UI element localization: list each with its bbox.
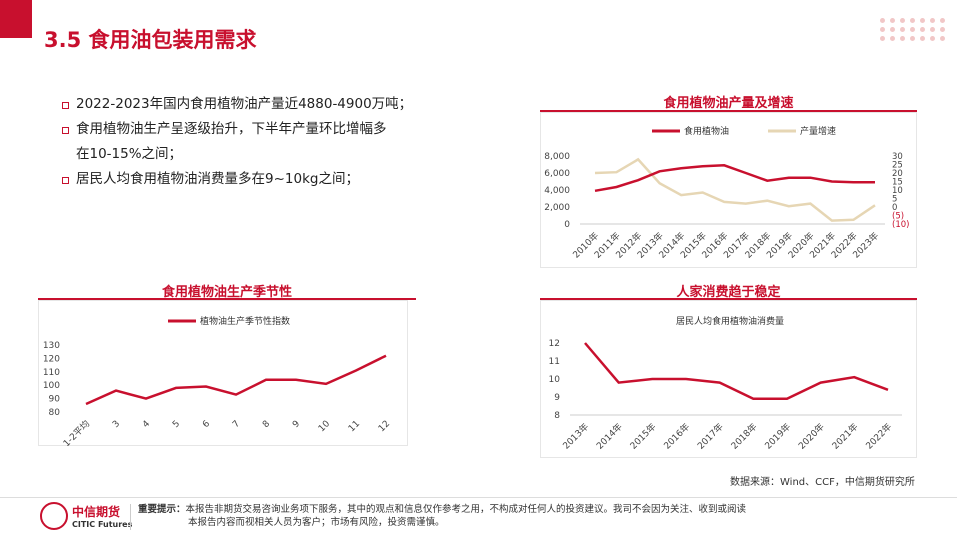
series-line-consumption [584, 342, 889, 401]
chart2-rule [38, 298, 416, 300]
footer-divider [0, 497, 957, 498]
disclaimer-line1: 本报告非期货交易咨询业务项下服务，其中的观点和信息仅作参考之用，不构成对任何人的… [185, 504, 747, 515]
chart1-frame [540, 112, 917, 268]
x-tick-label: 7 [231, 419, 242, 430]
x-tick-label: 2014年 [594, 421, 625, 452]
y-tick: 130 [43, 341, 60, 351]
x-tick-label: 2020年 [796, 421, 827, 452]
bullet-item: 2022-2023年国内食用植物油产量近4880-4900万吨； [62, 92, 442, 117]
x-tick-label: 2016年 [661, 421, 692, 452]
legend-label-production: 食用植物油 [684, 125, 729, 137]
y-tick-right: 20 [892, 169, 903, 179]
y-tick: 10 [549, 375, 561, 385]
y-tick-left: 2,000 [544, 203, 570, 213]
citic-logo: 中信期货 CITIC Futures [40, 502, 133, 534]
y-tick-right: 10 [892, 186, 903, 196]
y-tick: 11 [549, 357, 560, 367]
x-tick-label: 8 [261, 419, 272, 430]
x-tick-label: 2021年 [829, 421, 860, 452]
legend-label-seasonal: 植物油生产季节性指数 [200, 315, 290, 327]
y-tick: 120 [43, 354, 60, 364]
y-tick-right: (5) [892, 212, 904, 222]
logo-text-en: CITIC Futures [72, 520, 133, 529]
page-title: 3.5 食用油包装用需求 [44, 28, 257, 52]
y-tick: 100 [43, 381, 60, 391]
x-tick-label: 1-2平均 [61, 418, 93, 446]
x-tick-label: 12 [377, 419, 392, 434]
chart3-rule [540, 298, 917, 300]
bullet-item: 居民人均食用植物油消费量多在9~10kg之间； [62, 167, 442, 192]
y-tick: 9 [554, 393, 560, 403]
disclaimer: 重要提示：本报告非期货交易咨询业务项下服务，其中的观点和信息仅作参考之用，不构成… [138, 503, 746, 529]
chart1-svg: 食用植物油 产量增速 8,000 6,000 4,000 2,000 0 3025201510… [544, 125, 909, 261]
y-tick-right: 15 [892, 178, 903, 188]
y-tick-right: 25 [892, 161, 903, 171]
decorative-dots [880, 18, 948, 41]
logo-mark-icon [40, 502, 68, 530]
chart2-frame [38, 300, 408, 446]
x-tick-label: 6 [201, 419, 212, 430]
chart3-title: 人家消费趋于稳定 [676, 285, 781, 300]
bullet-item: 食用植物油生产呈逐级抬升，下半年产量环比增幅多 [62, 117, 442, 142]
x-tick-label: 5 [171, 419, 182, 430]
chart1-rule [540, 110, 917, 112]
corner-accent [0, 0, 32, 38]
y-tick-left: 4,000 [544, 186, 570, 196]
y-tick-left: 8,000 [544, 152, 570, 162]
chart2-svg: 植物油生产季节性指数 130 120 110 100 90 801-2平均 3 4 5 6 7 8 9 10… [43, 315, 392, 446]
series-line-production [594, 164, 875, 193]
chart3-frame [540, 300, 917, 458]
logo-text-cn: 中信期货 [72, 505, 121, 519]
series-line-seasonal [85, 354, 387, 406]
disclaimer-line2: 本报告内容而视相关人员为客户；市场有风险，投资需谨慎。 [188, 517, 445, 528]
disclaimer-label: 重要提示： [138, 504, 186, 515]
x-tick-label: 2019年 [762, 421, 793, 452]
chart2-title: 食用植物油生产季节性 [161, 285, 292, 300]
y-tick-right: (10) [892, 220, 909, 230]
y-tick: 90 [49, 395, 61, 405]
chart3-subtitle: 居民人均食用植物油消费量 [676, 315, 784, 327]
y-tick: 80 [49, 408, 61, 418]
x-tick-label: 2022年 [863, 421, 894, 452]
bullet-item-continuation: 在10-15%之间； [76, 146, 183, 162]
x-tick-label: 11 [347, 419, 362, 434]
y-tick: 110 [43, 368, 60, 378]
x-tick-label: 9 [291, 419, 302, 430]
legend-label-growth: 产量增速 [800, 125, 836, 137]
x-tick-label: 4 [141, 419, 152, 430]
footer-separator [130, 504, 131, 530]
chart1-title: 食用植物油产量及增速 [663, 96, 794, 111]
y-tick-right: 0 [892, 203, 897, 213]
y-tick-right: 30 [892, 152, 903, 162]
y-tick-left: 0 [564, 220, 570, 230]
x-tick-label: 2018年 [728, 421, 759, 452]
y-tick: 8 [554, 411, 560, 421]
y-tick-left: 6,000 [544, 169, 570, 179]
x-tick-label: 3 [111, 419, 122, 430]
x-tick-label: 2013年 [560, 421, 591, 452]
series-line-growth [594, 157, 876, 222]
y-tick: 12 [549, 339, 560, 349]
y-tick-right: 5 [892, 195, 897, 205]
x-tick-label: 2015年 [627, 421, 658, 452]
bullet-list: 2022-2023年国内食用植物油产量近4880-4900万吨； 食用植物油生产… [62, 92, 442, 192]
x-tick-label: 2017年 [695, 421, 726, 452]
x-tick-label: 10 [317, 419, 332, 434]
data-source: 数据来源：Wind、CCF，中信期货研究所 [730, 477, 915, 488]
